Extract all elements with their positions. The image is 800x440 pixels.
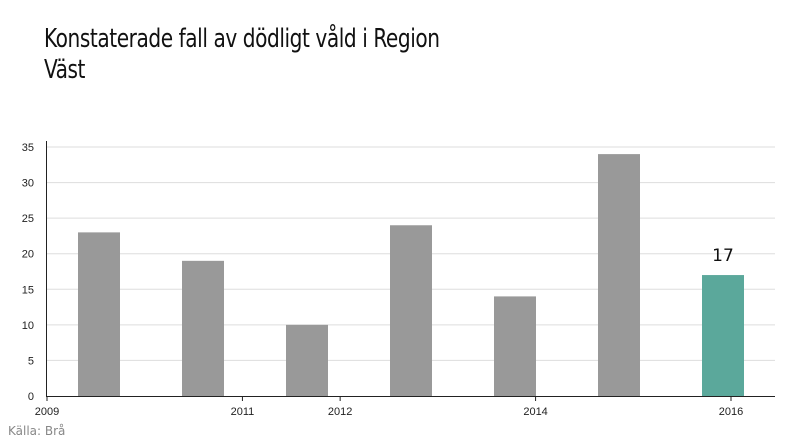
bar (598, 154, 640, 396)
x-tick-label: 2009 (35, 406, 59, 418)
y-tick-label: 5 (28, 355, 34, 367)
y-tick-label: 35 (22, 142, 34, 154)
bar-highlight (702, 275, 744, 396)
y-tick-label: 15 (22, 284, 34, 296)
data-label: 17 (712, 246, 734, 266)
bar (494, 296, 536, 396)
x-tick-label: 2016 (719, 406, 743, 418)
y-tick-label: 10 (22, 320, 34, 332)
x-tick-label: 2011 (231, 406, 255, 418)
x-axis: 2009 2011 2012 2014 2016 (35, 396, 775, 418)
x-tick-label: 2012 (328, 406, 352, 418)
y-tick-label: 20 (22, 249, 34, 261)
chart-title: Konstaterade fall av dödligt våld i Regi… (44, 24, 440, 85)
y-axis: 0 5 10 15 20 25 30 35 (22, 141, 47, 403)
source-note: Källa: Brå (8, 424, 66, 438)
bars (78, 154, 744, 396)
bar (286, 324, 328, 396)
y-tick-label: 0 (28, 391, 34, 403)
y-tick-label: 25 (22, 213, 34, 225)
bar (390, 225, 432, 396)
bar (78, 232, 120, 396)
data-labels: 17 (712, 246, 734, 266)
y-tick-label: 30 (22, 178, 34, 190)
bar (182, 260, 224, 396)
x-tick-label: 2014 (523, 406, 547, 418)
